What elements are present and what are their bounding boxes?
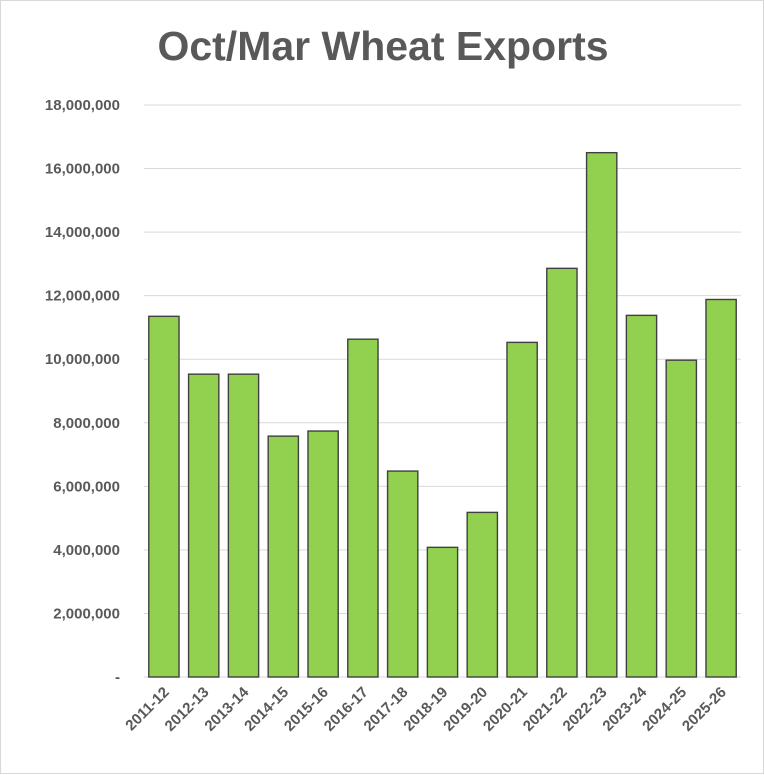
chart-title: Oct/Mar Wheat Exports (157, 23, 609, 69)
y-tick-label: 2,000,000 (53, 605, 120, 622)
bar (148, 315, 180, 678)
bar (267, 435, 300, 678)
y-axis-ticks: - 2,000,000 4,000,000 6,000,000 8,000,000 10,… (45, 97, 120, 686)
y-tick-label: 10,000,000 (45, 351, 120, 368)
y-tick-label: 6,000,000 (53, 478, 120, 495)
bar (426, 546, 459, 678)
bars (148, 151, 737, 678)
y-tick-label: 4,000,000 (53, 542, 120, 559)
y-tick-label: 8,000,000 (53, 415, 120, 432)
y-tick-label: 12,000,000 (45, 288, 120, 305)
bar (307, 430, 339, 678)
bar (187, 373, 220, 678)
bar (227, 373, 260, 678)
y-tick-label: 18,000,000 (45, 97, 120, 114)
bar (466, 511, 499, 678)
bar (386, 470, 419, 678)
bar (665, 359, 698, 678)
bar (347, 338, 379, 678)
y-tick-label: - (115, 669, 120, 686)
bar (705, 298, 737, 678)
bar (625, 314, 658, 678)
x-tick-label: 2025-26 (679, 684, 730, 735)
bar (546, 267, 578, 678)
bar (585, 151, 618, 678)
y-tick-label: 14,000,000 (45, 224, 120, 241)
x-axis-ticks: 2011-122012-132013-142014-152015-162016-… (122, 683, 730, 734)
y-tick-label: 16,000,000 (45, 161, 120, 178)
bar (506, 341, 538, 678)
